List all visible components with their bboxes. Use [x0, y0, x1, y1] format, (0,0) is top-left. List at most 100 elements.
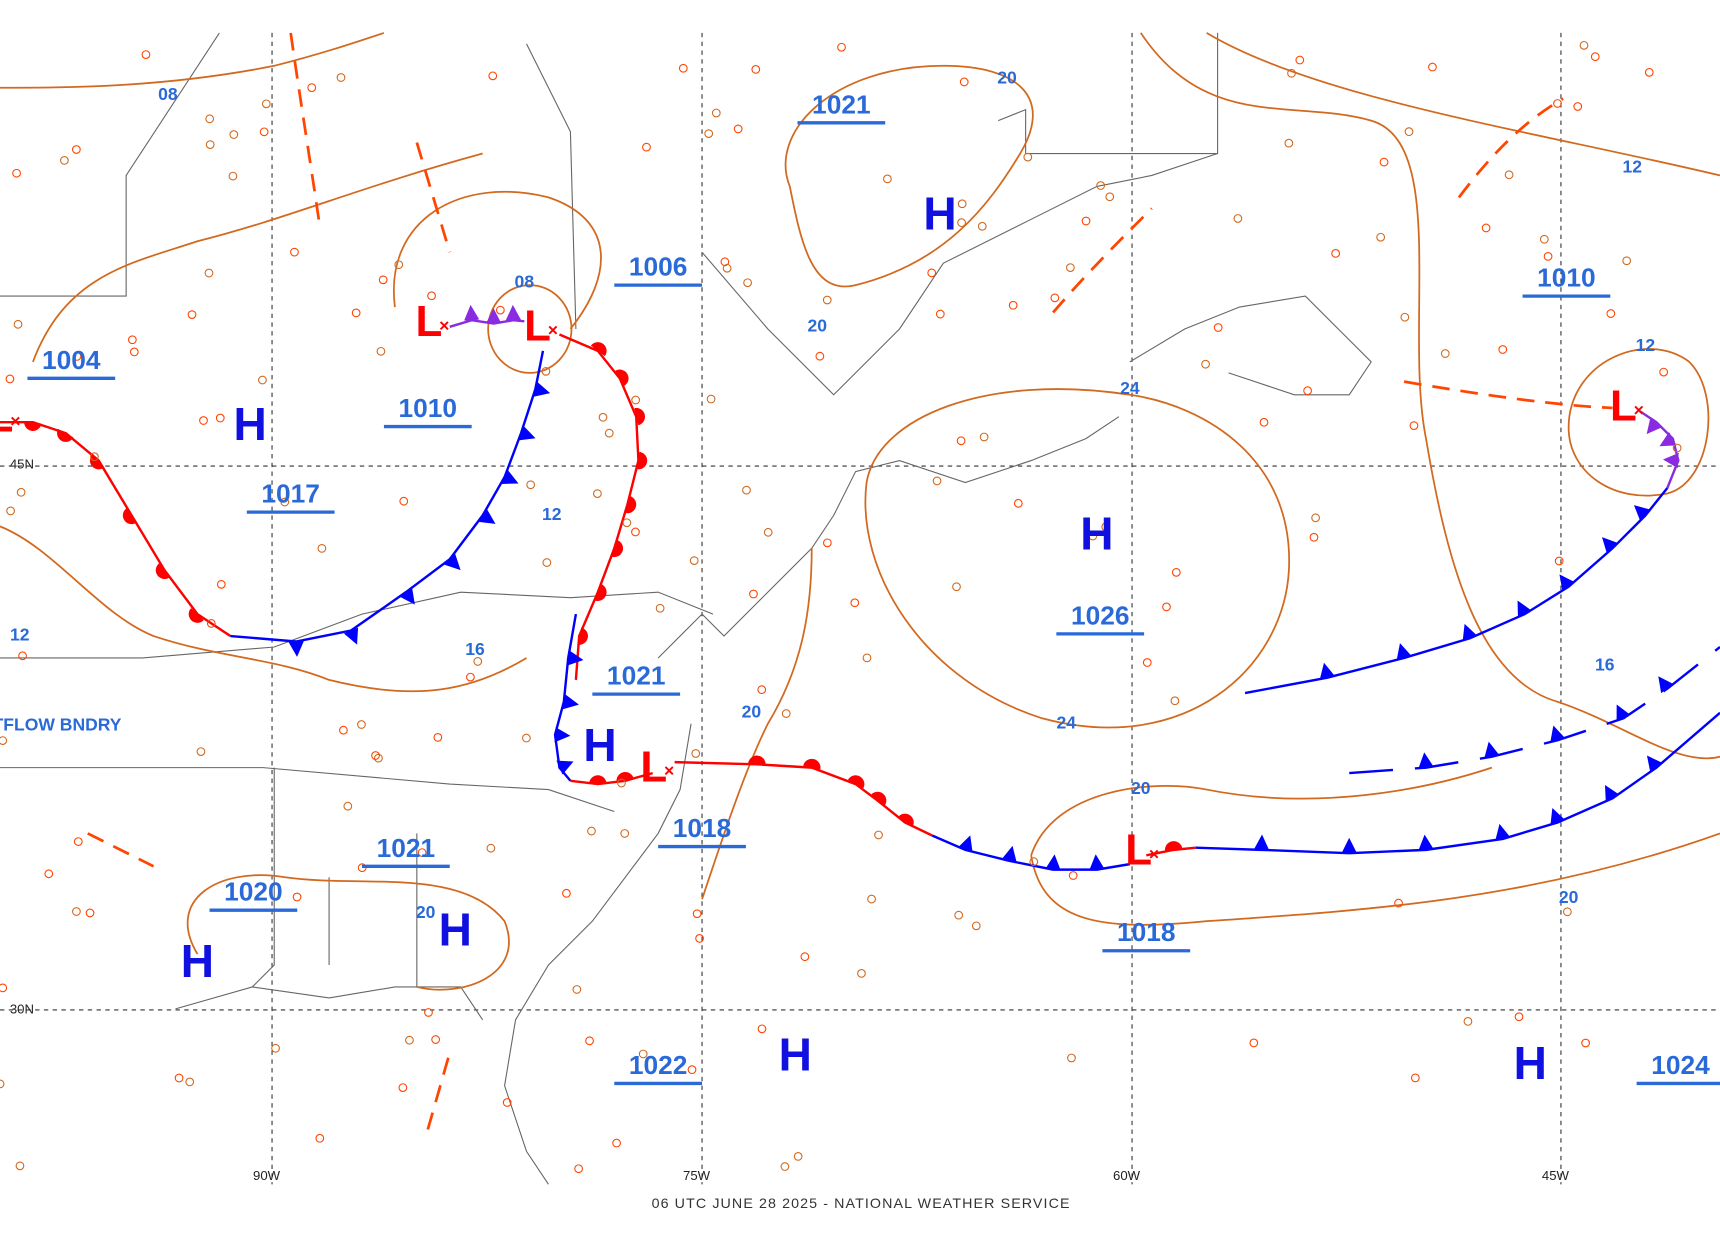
isobar-label: 08 — [515, 272, 535, 292]
occluded-front — [1639, 410, 1680, 489]
low-center: L — [0, 393, 13, 442]
isobar — [784, 64, 1034, 288]
station — [378, 275, 388, 285]
station — [1553, 99, 1562, 108]
station — [427, 291, 436, 301]
station — [957, 218, 966, 228]
isobar-label: 16 — [1595, 654, 1615, 674]
station — [44, 869, 54, 879]
station — [1659, 367, 1669, 377]
warm-front — [558, 333, 648, 680]
station — [638, 1049, 648, 1059]
station — [495, 305, 505, 315]
fronts — [0, 304, 1720, 871]
station — [1096, 181, 1106, 190]
station — [398, 1083, 408, 1092]
pressure-label: 1026 — [1071, 600, 1130, 630]
station — [604, 428, 614, 438]
low-center: L — [1125, 826, 1152, 875]
station — [763, 527, 773, 537]
station — [292, 892, 302, 902]
station — [954, 910, 964, 920]
station — [15, 1161, 25, 1171]
station — [655, 603, 665, 613]
high-center: H — [923, 187, 956, 239]
station — [85, 908, 95, 918]
low-center: L — [524, 302, 551, 351]
pressure-label: 1004 — [42, 345, 101, 375]
border — [998, 108, 1218, 155]
station — [1400, 312, 1410, 322]
isobar — [186, 874, 510, 991]
station — [1504, 170, 1514, 180]
station — [141, 50, 151, 59]
station — [562, 888, 571, 898]
annotation: OUTFLOW BNDRY — [0, 715, 122, 735]
station — [837, 42, 846, 52]
station — [1105, 192, 1115, 202]
station — [979, 432, 989, 442]
station — [720, 257, 730, 267]
station — [290, 247, 299, 257]
station — [1142, 658, 1152, 667]
station — [205, 114, 215, 124]
isobar-label: 20 — [1559, 887, 1579, 907]
low-mark: × — [664, 761, 674, 781]
station — [371, 751, 380, 760]
station — [1050, 293, 1060, 303]
station — [1543, 251, 1553, 261]
station — [261, 99, 271, 109]
warm-front — [674, 755, 933, 837]
cold-front — [1195, 711, 1720, 855]
station — [206, 618, 216, 628]
station — [0, 983, 8, 993]
station — [722, 263, 732, 273]
station — [280, 497, 290, 507]
station — [687, 1065, 697, 1075]
station — [16, 487, 26, 497]
grid-label: 45W — [1542, 1168, 1570, 1183]
station — [678, 63, 688, 73]
station — [1013, 498, 1023, 508]
station — [874, 830, 883, 840]
station — [216, 579, 226, 589]
station — [1311, 513, 1320, 523]
station — [127, 335, 137, 345]
station — [617, 778, 626, 788]
station — [466, 672, 475, 682]
station — [977, 221, 987, 231]
station — [612, 1138, 621, 1148]
station — [1233, 214, 1243, 223]
station — [229, 130, 239, 139]
isobar — [1030, 832, 1720, 926]
station — [1309, 532, 1319, 542]
warm-front — [570, 771, 654, 786]
station — [317, 543, 327, 553]
cold-front — [931, 834, 1131, 871]
station — [757, 1024, 767, 1034]
station — [376, 346, 386, 356]
station — [692, 909, 702, 919]
troughs — [87, 32, 1613, 1130]
station — [1068, 871, 1078, 880]
station — [343, 801, 353, 811]
pressure-label: 1024 — [1651, 1050, 1710, 1080]
station — [307, 83, 317, 92]
station — [1201, 359, 1210, 369]
station — [542, 558, 552, 567]
occluded-front — [449, 304, 525, 328]
station — [574, 1164, 584, 1174]
station — [1672, 443, 1682, 453]
isobar — [864, 388, 1290, 729]
station — [585, 1036, 594, 1046]
station — [706, 394, 716, 404]
station — [1554, 556, 1564, 566]
station — [0, 1079, 5, 1089]
grid — [0, 32, 1720, 1185]
station — [374, 753, 383, 763]
station — [271, 1043, 280, 1053]
cold-front-forming — [1349, 646, 1720, 775]
pressure-label: 1021 — [812, 89, 871, 119]
station — [1287, 68, 1296, 78]
